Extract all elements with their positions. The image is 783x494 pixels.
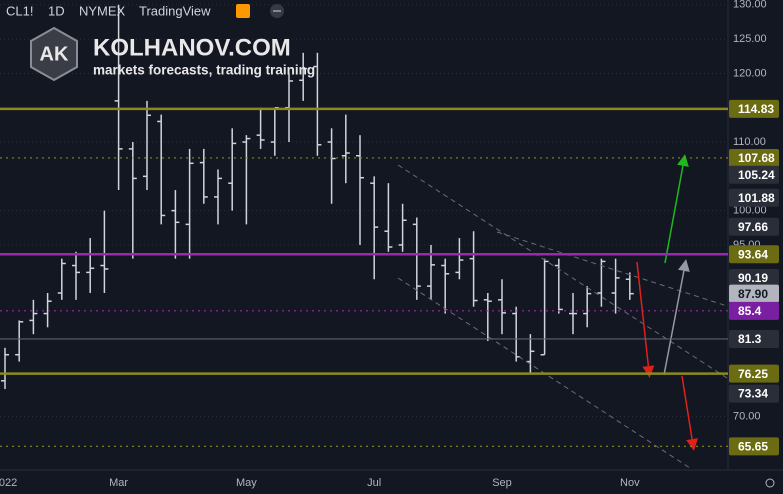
interval: 1D: [48, 3, 65, 18]
watermark-subtitle: markets forecasts, trading training: [93, 63, 315, 78]
arrow: [664, 154, 689, 264]
level-label: 93.64: [738, 247, 768, 261]
x-tick-label: May: [236, 477, 257, 489]
level-label: 65.65: [738, 440, 768, 454]
watermark: AK KOLHANOV.COM markets forecasts, tradi…: [30, 26, 315, 82]
trend-line: [496, 231, 728, 307]
logo: [30, 26, 78, 82]
time-scale: 2022 Mar May Jul Sep Nov: [0, 477, 640, 489]
x-tick-label: Nov: [620, 477, 640, 489]
level-label: 105.24: [738, 168, 775, 182]
level-label-bg: [729, 301, 779, 320]
trend-line: [397, 164, 728, 379]
level-label-bg: [729, 148, 779, 167]
level-label-bg: [729, 329, 779, 348]
levels: 114.83 107.68 105.24 101.88 97.66 93.64 90.19 8…: [0, 99, 779, 456]
level-label-bg: [729, 188, 779, 207]
level-label: 76.25: [738, 367, 768, 381]
level-label-bg: [729, 364, 779, 383]
arrow: [663, 259, 690, 376]
level-label-bg: [729, 437, 779, 456]
level-label-bg: [729, 384, 779, 403]
x-tick-label: Sep: [492, 477, 512, 489]
level-label-bg: [729, 245, 779, 264]
level-label-bg: [729, 284, 779, 303]
icon[interactable]: [236, 4, 250, 18]
level-label: 81.3: [738, 332, 762, 346]
y-tick-label: 120.00: [733, 67, 767, 79]
arrow: [681, 375, 698, 451]
symbol: CL1!: [6, 3, 33, 18]
level-label: 101.88: [738, 191, 775, 205]
level-label-bg: [729, 165, 779, 184]
x-tick-label: Jul: [367, 477, 381, 489]
y-tick-label: 110.00: [733, 136, 766, 148]
arrow: [636, 261, 655, 378]
settings-button[interactable]: [765, 478, 775, 488]
level-label: 87.90: [738, 287, 768, 301]
level-label: 90.19: [738, 271, 768, 285]
level-label: 107.68: [738, 151, 775, 165]
y-tick-label: 130.00: [733, 0, 767, 11]
watermark-title: KOLHANOV.COM: [93, 34, 291, 61]
logo-text: AK: [40, 43, 69, 65]
level-label-bg: [729, 268, 779, 287]
x-tick-label: 2022: [0, 477, 17, 489]
level-label: 97.66: [738, 220, 768, 234]
level-label-bg: [729, 217, 779, 236]
x-tick-label: Mar: [109, 477, 128, 489]
level-label: 114.83: [738, 102, 774, 116]
source: TradingView: [139, 3, 211, 18]
level-label: 85.4: [738, 304, 762, 318]
y-tick-label: 70.00: [733, 410, 761, 422]
y-tick-label: 100.00: [733, 205, 767, 217]
level-label-bg: [729, 99, 779, 118]
y-tick-label: 125.00: [733, 33, 767, 45]
exchange: NYMEX: [79, 3, 126, 18]
header: CL1! 1D NYMEX TradingView: [6, 3, 284, 18]
level-label: 73.34: [738, 387, 768, 401]
